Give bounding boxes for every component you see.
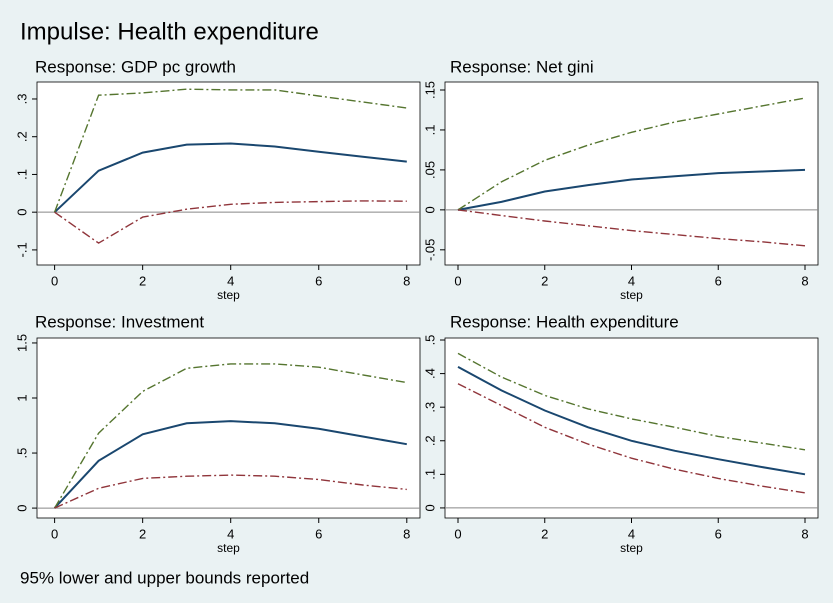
x-axis-label: step: [217, 288, 240, 302]
x-tick-label: 2: [541, 526, 548, 541]
x-tick-label: 4: [227, 273, 234, 288]
x-tick-label: 2: [541, 273, 548, 288]
plot-area: [36, 337, 421, 519]
y-tick-label: 1.5: [14, 334, 29, 352]
x-axis-label: step: [620, 288, 643, 302]
x-axis-label: step: [217, 541, 240, 555]
y-tick-label: 0: [422, 504, 437, 511]
panel-title: Response: Health expenditure: [450, 312, 679, 331]
panel-title: Response: GDP pc growth: [35, 57, 236, 76]
series-line: [53, 142, 407, 213]
panel-title: Response: Net gini: [450, 57, 594, 76]
y-tick-label: .4: [422, 368, 437, 379]
x-tick-label: 8: [403, 273, 410, 288]
x-tick-label: 6: [715, 526, 722, 541]
panel-title: Response: Investment: [35, 312, 204, 331]
y-tick-label: .05: [422, 161, 437, 179]
y-tick-label: .2: [14, 131, 29, 142]
y-tick-label: .1: [422, 125, 437, 136]
graph-title: Impulse: Health expenditure: [20, 18, 319, 45]
y-tick-label: .3: [422, 402, 437, 413]
y-tick-label: .1: [14, 169, 29, 180]
x-tick-label: 4: [628, 273, 635, 288]
series-line: [54, 200, 407, 244]
y-tick-label: -.1: [14, 242, 29, 257]
series-line: [54, 474, 407, 509]
y-tick-label: .5: [14, 448, 29, 459]
x-tick-label: 6: [715, 273, 722, 288]
x-tick-label: 4: [628, 526, 635, 541]
x-tick-label: 8: [801, 273, 808, 288]
x-tick-label: 0: [51, 526, 58, 541]
y-tick-label: .3: [14, 94, 29, 105]
y-tick-label: .2: [422, 435, 437, 446]
series-line: [457, 97, 806, 211]
y-tick-label: .1: [422, 469, 437, 480]
series-line: [53, 420, 407, 509]
x-tick-label: 6: [315, 273, 322, 288]
x-tick-label: 6: [315, 526, 322, 541]
series-line: [457, 366, 806, 476]
x-tick-label: 2: [139, 273, 146, 288]
series-line: [457, 209, 806, 247]
x-tick-label: 0: [454, 273, 461, 288]
y-tick-label: 0: [14, 504, 29, 511]
x-axis-label: step: [620, 541, 643, 555]
y-tick-label: .15: [422, 81, 437, 99]
y-tick-label: 1: [14, 394, 29, 401]
y-tick-label: .5: [422, 335, 437, 346]
x-tick-label: 8: [403, 526, 410, 541]
y-tick-label: 0: [14, 209, 29, 216]
note: 95% lower and upper bounds reported: [20, 568, 309, 587]
y-tick-label: -.05: [422, 239, 437, 261]
x-tick-label: 0: [51, 273, 58, 288]
plot-area: [444, 81, 819, 266]
series-line: [457, 168, 806, 211]
plot-area: [444, 337, 819, 519]
x-tick-label: 2: [139, 526, 146, 541]
series-line: [457, 383, 806, 494]
series-line: [53, 363, 407, 509]
x-tick-label: 4: [227, 526, 234, 541]
series-line: [53, 88, 407, 213]
plot-area: [36, 81, 421, 266]
x-tick-label: 0: [454, 526, 461, 541]
x-tick-label: 8: [801, 526, 808, 541]
y-tick-label: 0: [422, 206, 437, 213]
